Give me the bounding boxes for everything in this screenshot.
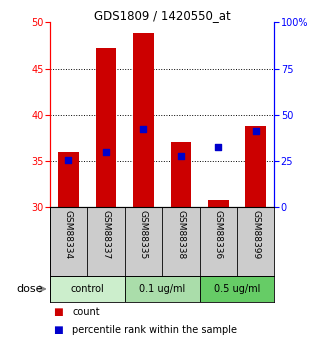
Text: GSM88399: GSM88399 bbox=[251, 210, 260, 260]
Text: GSM88334: GSM88334 bbox=[64, 210, 73, 259]
Bar bbox=[170, 142, 191, 207]
Point bbox=[66, 157, 71, 163]
Title: GDS1809 / 1420550_at: GDS1809 / 1420550_at bbox=[94, 9, 230, 22]
Text: count: count bbox=[72, 307, 100, 317]
Text: dose: dose bbox=[17, 284, 43, 294]
Point bbox=[216, 144, 221, 150]
Bar bbox=[58, 151, 79, 207]
Text: GSM88336: GSM88336 bbox=[214, 210, 223, 260]
Point bbox=[103, 149, 108, 154]
Point bbox=[178, 154, 183, 159]
Text: percentile rank within the sample: percentile rank within the sample bbox=[72, 325, 237, 335]
Text: control: control bbox=[70, 284, 104, 294]
Bar bbox=[96, 48, 116, 207]
Text: GSM88337: GSM88337 bbox=[101, 210, 110, 260]
Bar bbox=[125, 276, 200, 302]
Bar bbox=[208, 200, 229, 207]
Text: 0.5 ug/ml: 0.5 ug/ml bbox=[214, 284, 260, 294]
Text: ■: ■ bbox=[53, 307, 63, 317]
Point bbox=[253, 129, 258, 134]
Point bbox=[141, 126, 146, 131]
Bar bbox=[200, 276, 274, 302]
Text: ■: ■ bbox=[53, 325, 63, 335]
Text: 0.1 ug/ml: 0.1 ug/ml bbox=[139, 284, 185, 294]
Text: GSM88335: GSM88335 bbox=[139, 210, 148, 260]
Bar bbox=[50, 276, 125, 302]
Text: GSM88338: GSM88338 bbox=[176, 210, 185, 260]
Bar bbox=[246, 126, 266, 207]
Bar bbox=[133, 33, 154, 207]
